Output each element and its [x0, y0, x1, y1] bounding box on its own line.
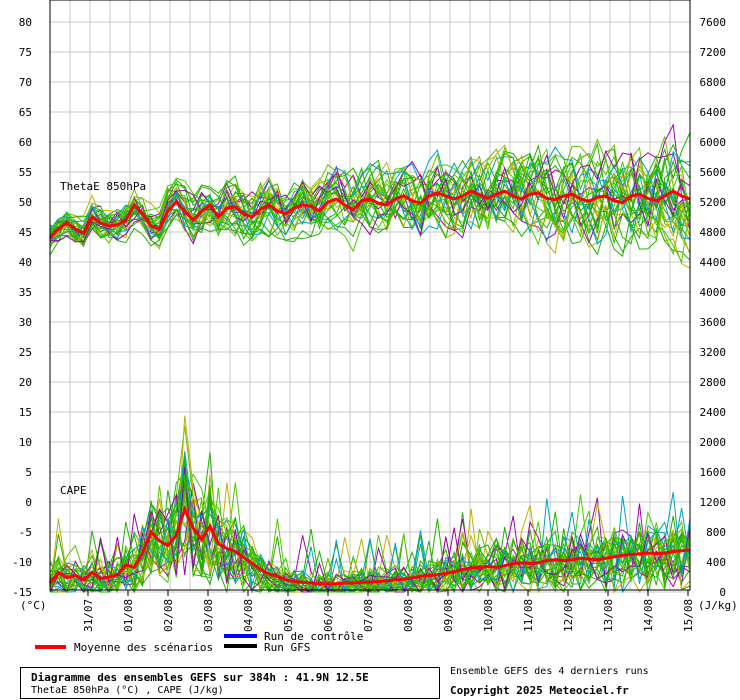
ensemble-member-thetae: [49, 154, 691, 258]
left-tick-label: 55: [19, 166, 32, 179]
right-tick-label: 3600: [700, 316, 727, 329]
x-tick-label: 08/08: [402, 599, 415, 632]
ensemble-member-thetae: [49, 149, 691, 243]
ensemble-member-cape: [49, 496, 691, 594]
ensemble-member-thetae: [49, 142, 691, 261]
x-tick-label: 13/08: [602, 599, 615, 632]
right-tick-label: 6800: [700, 76, 727, 89]
ensemble-members-cape: [49, 415, 691, 594]
left-tick-label: 5: [25, 466, 32, 479]
ensemble-chart: 80757065605550454035302520151050-5-10-15…: [12, 0, 738, 654]
x-tick-label: 01/08: [122, 599, 135, 632]
chart-subtitle: ThetaE 850hPa (°C) , CAPE (J/kg): [31, 685, 224, 696]
right-tick-label: 3200: [700, 346, 727, 359]
left-tick-label: 15: [19, 406, 32, 419]
left-tick-label: 25: [19, 346, 32, 359]
legend-label-gfs: Run GFS: [264, 641, 310, 654]
left-tick-label: 60: [19, 136, 32, 149]
mean-lines: [48, 189, 691, 586]
mean-line-cape: [48, 505, 691, 586]
left-tick-label: 35: [19, 286, 32, 299]
left-tick-label: -5: [19, 526, 32, 539]
legend-label-mean: Moyenne des scénarios: [74, 641, 213, 654]
right-tick-label: 2400: [700, 406, 727, 419]
right-tick-label: 7600: [700, 16, 727, 29]
copyright: Copyright 2025 Meteociel.fr: [450, 684, 629, 697]
mean-line-thetae: [48, 189, 691, 240]
ensemble-member-thetae: [49, 143, 691, 247]
left-tick-label: -10: [12, 556, 32, 569]
x-tick-label: 05/08: [282, 599, 295, 632]
right-tick-label: 800: [706, 526, 726, 539]
right-unit-label: (J/kg): [698, 599, 738, 612]
left-tick-label: 10: [19, 436, 32, 449]
right-tick-label: 400: [706, 556, 726, 569]
ensemble-member-cape: [49, 467, 691, 594]
right-tick-label: 7200: [700, 46, 727, 59]
left-tick-label: 0: [25, 496, 32, 509]
right-tick-label: 0: [719, 586, 726, 599]
ensemble-note: Ensemble GEFS des 4 derniers runs: [450, 666, 649, 677]
ensemble-member-cape: [49, 471, 691, 593]
panel-label-cape: CAPE: [60, 484, 87, 497]
right-axis-ticks: 7600720068006400600056005200480044004000…: [700, 16, 727, 599]
ensemble-member-thetae: [49, 152, 691, 241]
right-tick-label: 6400: [700, 106, 727, 119]
left-tick-label: 50: [19, 196, 32, 209]
right-tick-label: 4400: [700, 256, 727, 269]
left-tick-label: 20: [19, 376, 32, 389]
x-tick-label: 09/08: [442, 599, 455, 632]
ensemble-member-thetae: [49, 144, 691, 244]
left-tick-label: 45: [19, 226, 32, 239]
x-tick-label: 07/08: [362, 599, 375, 632]
grid: [49, 0, 691, 593]
ensemble-member-cape: [49, 508, 691, 594]
x-tick-label: 04/08: [242, 599, 255, 632]
right-tick-label: 2800: [700, 376, 727, 389]
right-tick-label: 1600: [700, 466, 727, 479]
left-tick-label: 80: [19, 16, 32, 29]
left-tick-label: -15: [12, 586, 32, 599]
x-tick-label: 06/08: [322, 599, 335, 632]
ensemble-member-cape: [49, 459, 691, 594]
right-tick-label: 5200: [700, 196, 727, 209]
right-tick-label: 1200: [700, 496, 727, 509]
left-tick-label: 65: [19, 106, 32, 119]
x-tick-label: 15/08: [682, 599, 695, 632]
ensemble-member-thetae: [49, 146, 691, 240]
legend-label-control: Run de contrôle: [264, 630, 363, 643]
x-tick-label: 14/08: [642, 599, 655, 632]
ensemble-member-cape: [49, 492, 691, 594]
right-tick-label: 4000: [700, 286, 727, 299]
left-tick-label: 40: [19, 256, 32, 269]
plot-border: [49, 0, 691, 591]
right-tick-label: 2000: [700, 436, 727, 449]
panel-label-thetae: ThetaE 850hPa: [60, 180, 146, 193]
x-tick-label: 10/08: [482, 599, 495, 632]
x-tick-label: 31/07: [82, 599, 95, 632]
ensemble-member-thetae: [49, 164, 691, 255]
x-tick-label: 12/08: [562, 599, 575, 632]
chart-title: Diagramme des ensembles GEFS sur 384h : …: [31, 671, 369, 684]
x-tick-label: 03/08: [202, 599, 215, 632]
left-tick-label: 75: [19, 46, 32, 59]
right-tick-label: 4800: [700, 226, 727, 239]
left-unit-label: (°C): [20, 599, 47, 612]
x-tick-label: 02/08: [162, 599, 175, 632]
ensemble-member-cape: [50, 501, 691, 594]
left-tick-label: 30: [19, 316, 32, 329]
chart-info-box: Diagramme des ensembles GEFS sur 384h : …: [20, 667, 440, 699]
right-tick-label: 5600: [700, 166, 727, 179]
left-tick-label: 70: [19, 76, 32, 89]
x-axis-ticks: 31/07 01/08 02/08 03/08 04/08 05/08 06/08 07/08…: [82, 590, 695, 632]
right-tick-label: 6000: [700, 136, 727, 149]
x-tick-label: 11/08: [522, 599, 535, 632]
